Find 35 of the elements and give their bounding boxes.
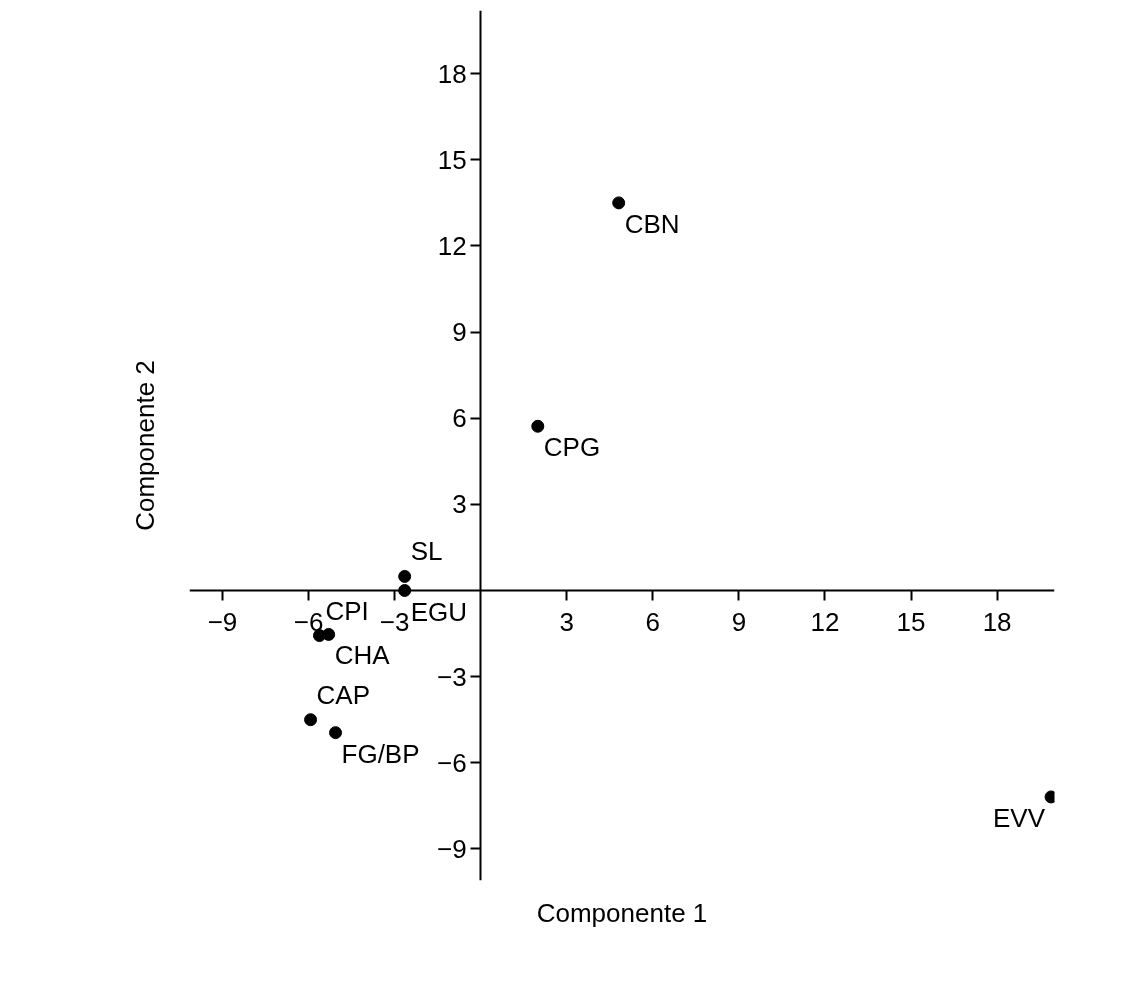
y-tick-label: −6: [437, 747, 467, 778]
x-tick-label: −9: [207, 606, 238, 637]
y-tick-label: 12: [437, 230, 467, 261]
point: [322, 627, 336, 641]
annotation: CPI: [325, 595, 369, 626]
x-tick-label: 18: [982, 606, 1012, 637]
y-tick-label: 6: [452, 403, 467, 434]
annotation: CBN: [624, 208, 680, 239]
annotation: SL: [410, 536, 443, 567]
x-tick-label: 9: [731, 606, 747, 637]
x-tick-label: −3: [379, 606, 410, 637]
y-tick-label: 15: [437, 144, 467, 175]
y-axis-title: Componente 2: [129, 360, 160, 531]
x-tick-label: 3: [559, 606, 575, 637]
y-tick-label: −9: [437, 833, 467, 864]
y-tick-label: 9: [452, 317, 467, 348]
annotation: EGU: [410, 596, 468, 627]
point: [398, 569, 412, 583]
x-tick-label: −6: [293, 606, 324, 637]
annotation: FG/BP: [341, 738, 420, 769]
x-axis-title: Componente 1: [536, 897, 708, 928]
annotation: EVV: [993, 802, 1046, 833]
annotation: CAP: [316, 679, 371, 710]
y-tick-label: −3: [437, 661, 467, 692]
point: [304, 713, 318, 727]
annotation: CHA: [334, 640, 391, 671]
x-tick-label: 15: [896, 606, 926, 637]
annotation: CPG: [543, 432, 601, 463]
point: [612, 196, 626, 210]
point: [329, 726, 343, 740]
point: [531, 419, 545, 433]
x-tick-label: 6: [645, 606, 661, 637]
y-tick-label: 3: [452, 489, 467, 520]
y-tick-label: 18: [437, 58, 467, 89]
x-tick-label: 12: [810, 606, 840, 637]
